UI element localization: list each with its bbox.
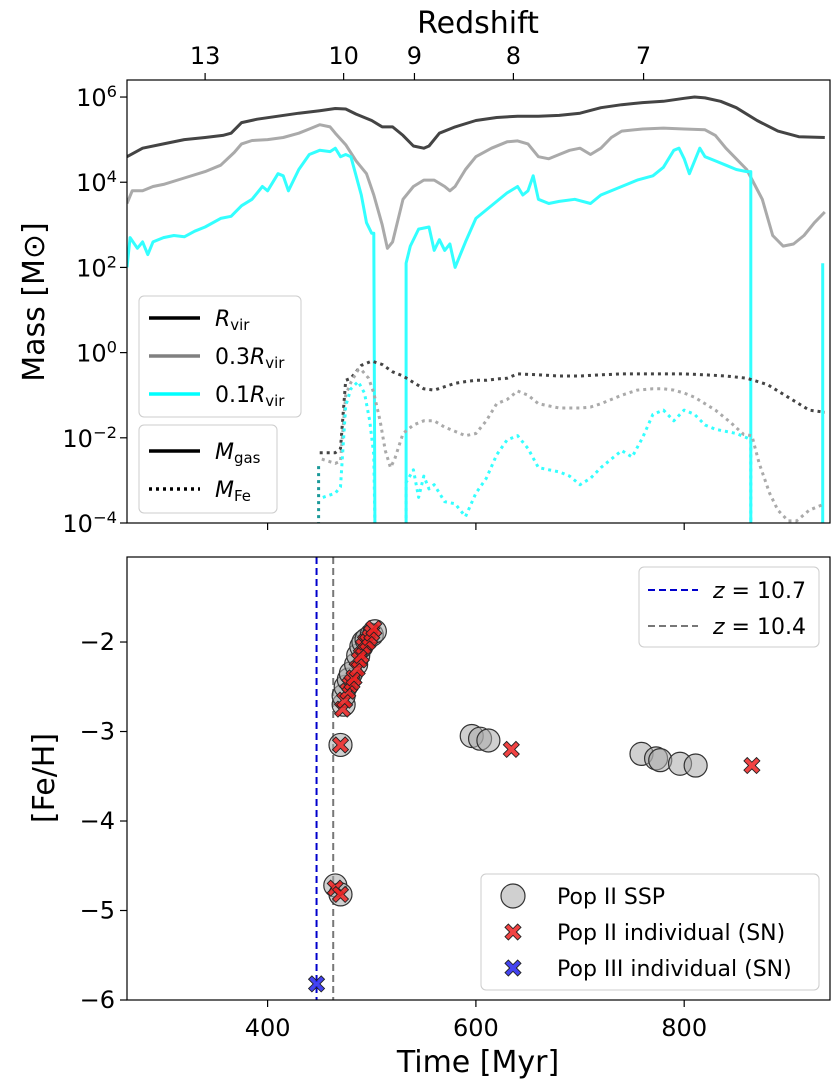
redshift-tick-label: 7 <box>636 42 651 70</box>
mass-series-line <box>404 408 753 523</box>
feh-y-tick-label: −4 <box>80 807 115 835</box>
mass-series-line <box>322 380 377 523</box>
mass-y-tick-label: 10−4 <box>62 508 117 538</box>
bottom-y-axis-ticks: −2 −3 −4 −5 −6 <box>80 628 127 1014</box>
legend-radius-label: Rvir <box>215 307 250 334</box>
mass-series-line <box>127 123 826 250</box>
feh-y-tick-label: −6 <box>80 986 115 1014</box>
legend-marker-swatch <box>500 883 526 909</box>
bottom-x-axis-ticks: 400 600 800 <box>245 1000 707 1042</box>
top-panel: Redshift 13 10 9 8 7 106 104 102 100 10−2 10−4 Ma… <box>17 6 831 538</box>
feh-y-tick-label: −3 <box>80 718 115 746</box>
feh-y-tick-label: −2 <box>80 628 115 656</box>
bottom-y-axis-label: [Fe/H] <box>27 733 62 823</box>
legend-radius-label: 0.1Rvir <box>215 383 285 410</box>
bottom-panel: −2 −3 −4 −5 −6 400 600 800 Time [Myr] [Fe/H] z… <box>27 556 831 1080</box>
mass-series-line <box>319 359 826 455</box>
top-plot-frame <box>126 79 831 524</box>
mass-y-tick-label: 10−2 <box>62 423 117 453</box>
legend-radius-box <box>138 295 302 418</box>
legend-vlines: z = 10.7 z = 10.4 <box>638 566 820 648</box>
top-series-group <box>127 95 826 523</box>
legend-marker-swatch <box>504 959 522 977</box>
top-bottom-ticks <box>267 523 685 530</box>
top-y-axis-label: Mass [M⊙] <box>17 222 52 382</box>
mass-y-tick-label: 106 <box>76 82 117 112</box>
top-axis-ticks: 13 10 9 8 7 <box>190 42 651 80</box>
mass-series-line <box>127 146 377 523</box>
legend-quantity-box <box>138 424 278 514</box>
legend-marker-label: Pop III individual (SN) <box>557 957 792 982</box>
legend-quantity-label: Mgas <box>215 440 261 467</box>
time-x-tick-label: 400 <box>245 1014 291 1042</box>
legend-vline-label: z = 10.7 <box>712 579 806 604</box>
mass-y-tick-label: 100 <box>76 338 117 368</box>
scatter-group <box>307 619 761 993</box>
mass-y-tick-label: 102 <box>76 253 117 283</box>
time-x-tick-label: 800 <box>661 1014 707 1042</box>
mass-series-line <box>321 368 826 523</box>
vlines-group <box>315 557 335 1000</box>
legend-markers-box <box>480 873 820 991</box>
pop3-sn-point <box>307 975 326 993</box>
legend-markers: Pop II SSP Pop II individual (SN) Pop III … <box>480 873 820 991</box>
legend-quantity-label: MFe <box>215 478 251 505</box>
redshift-tick-label: 13 <box>190 42 221 70</box>
pop2-sn-point <box>743 756 761 775</box>
mass-y-tick-label: 104 <box>76 167 117 197</box>
pop2-sn-point <box>331 885 350 904</box>
top-y-axis-ticks: 106 104 102 100 10−2 10−4 <box>62 82 127 538</box>
mass-series-line <box>127 95 825 159</box>
pop2-ssp-point <box>648 748 673 773</box>
pop2-ssp-point <box>476 728 501 753</box>
legend-marker-swatch <box>504 923 522 941</box>
bottom-x-axis-label: Time [Myr] <box>396 1045 559 1080</box>
feh-y-tick-label: −5 <box>80 897 115 925</box>
redshift-tick-label: 8 <box>506 42 521 70</box>
redshift-tick-label: 10 <box>328 42 359 70</box>
legend-marker-label: Pop II SSP <box>557 885 665 910</box>
redshift-tick-label: 9 <box>407 42 422 70</box>
pop2-ssp-point <box>683 753 708 778</box>
mass-series-line <box>404 146 753 523</box>
bottom-plot-frame <box>126 556 831 1001</box>
time-x-tick-label: 600 <box>453 1014 499 1042</box>
legend-quantity: Mgas MFe <box>138 424 278 514</box>
legend-marker-label: Pop II individual (SN) <box>557 921 785 946</box>
legend-radius: Rvir 0.3Rvir 0.1Rvir <box>138 295 302 418</box>
pop2-sn-point <box>502 740 520 759</box>
legend-radius-label: 0.3Rvir <box>215 345 285 372</box>
pop2-sn-point <box>331 736 350 754</box>
legend-vline-label: z = 10.4 <box>712 615 806 640</box>
pop2-sn-point <box>365 619 383 638</box>
top-axis-label: Redshift <box>417 6 539 41</box>
